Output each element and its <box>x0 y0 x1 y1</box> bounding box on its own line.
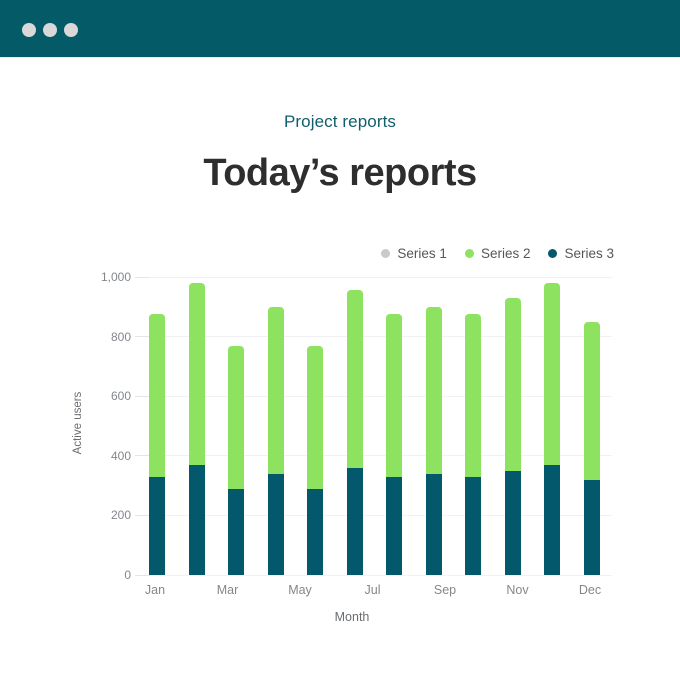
y-tick-mark <box>135 455 150 457</box>
x-tick-label-sep: Sep <box>433 583 457 597</box>
gridline <box>140 276 612 278</box>
x-tick-label-jan: Jan <box>144 583 166 597</box>
y-tick-mark <box>135 574 150 576</box>
x-tick-label-dec: Dec <box>578 583 602 597</box>
bar-segment-series-3 <box>583 479 600 575</box>
bar-segment-series-3 <box>267 473 284 575</box>
x-tick-label-jul: Jul <box>364 583 381 597</box>
legend-dot-icon <box>464 249 474 258</box>
bar-may <box>307 277 324 575</box>
y-tick-label: 800 <box>110 329 131 344</box>
legend-item-series-1[interactable]: Series 1 <box>381 246 447 261</box>
window-titlebar <box>0 0 680 58</box>
bar-segment-series-2 <box>188 282 205 465</box>
bar-segment-series-3 <box>307 488 324 575</box>
page-title: Today’s reports <box>203 152 477 194</box>
bar-segment-series-3 <box>188 464 205 575</box>
x-tick-label-mar: Mar <box>216 583 239 597</box>
window-control-dot <box>22 23 36 37</box>
y-tick-label: 1,000 <box>100 270 131 284</box>
bar-aug <box>425 277 442 575</box>
bar-segment-series-2 <box>544 282 561 465</box>
bar-segment-series-2 <box>504 297 521 471</box>
legend-label: Series 1 <box>397 246 447 261</box>
y-tick-mark <box>135 336 150 338</box>
legend-item-series-2[interactable]: Series 2 <box>464 246 531 261</box>
legend-label: Series 2 <box>480 246 531 261</box>
bar-oct <box>504 277 521 575</box>
chart-legend: Series 1 Series 2 Series 3 <box>381 246 614 261</box>
bar-segment-series-2 <box>307 345 324 489</box>
bar-sep <box>465 277 482 575</box>
legend-dot-icon <box>381 249 391 258</box>
bar-segment-series-3 <box>544 464 561 575</box>
bar-apr <box>267 277 284 575</box>
y-tick-label: 0 <box>124 568 131 582</box>
y-tick-mark <box>135 395 150 397</box>
gridline <box>140 514 612 516</box>
gridline <box>140 574 612 576</box>
bar-segment-series-2 <box>228 345 245 489</box>
plot-area <box>135 276 612 576</box>
bar-segment-series-2 <box>583 321 600 480</box>
bar-segment-series-2 <box>386 314 403 477</box>
y-tick-mark <box>135 514 150 516</box>
bar-segment-series-2 <box>149 314 166 477</box>
y-tick-label: 200 <box>110 508 131 523</box>
bar-segment-series-3 <box>465 476 482 575</box>
bar-jul <box>386 277 403 575</box>
bar-segment-series-3 <box>425 473 442 575</box>
bar-segment-series-2 <box>346 290 363 468</box>
window-control-dot <box>64 23 78 37</box>
bar-mar <box>228 277 245 575</box>
bar-segment-series-3 <box>149 476 166 575</box>
x-tick-label-nov: Nov <box>506 583 529 597</box>
bar-segment-series-2 <box>267 306 284 474</box>
bar-segment-series-2 <box>465 314 482 477</box>
bar-dec <box>583 277 600 575</box>
bar-feb <box>188 277 205 575</box>
x-axis-title: Month <box>334 610 370 624</box>
bar-nov <box>544 277 561 575</box>
gridline <box>140 336 612 338</box>
x-tick-label-may: May <box>288 583 312 597</box>
bar-segment-series-3 <box>346 467 363 575</box>
report-category-label: Project reports <box>283 112 397 131</box>
y-tick-label: 600 <box>110 389 131 404</box>
bar-segment-series-2 <box>425 306 442 474</box>
y-tick-label: 400 <box>110 448 131 463</box>
legend-label: Series 3 <box>564 246 614 261</box>
legend-item-series-3[interactable]: Series 3 <box>548 246 614 261</box>
gridline <box>140 455 612 457</box>
bar-segment-series-3 <box>504 470 521 575</box>
bar-jan <box>149 277 166 575</box>
bar-jun <box>346 277 363 575</box>
gridline <box>140 395 612 397</box>
window-control-dot <box>43 23 57 37</box>
y-tick-mark <box>135 276 150 278</box>
bar-segment-series-3 <box>386 476 403 575</box>
bar-segment-series-3 <box>228 488 245 575</box>
legend-dot-icon <box>548 249 558 258</box>
